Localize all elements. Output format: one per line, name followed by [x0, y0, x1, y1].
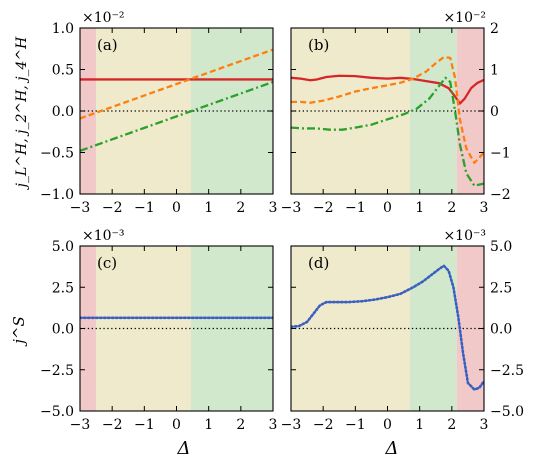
series-red-line	[291, 74, 484, 105]
x-tick-label: −1	[134, 417, 155, 433]
y-axis-label-bottom-text: j^S	[10, 316, 28, 347]
y-tick-label: 2.5	[52, 280, 74, 296]
x-tick-label: 1	[204, 417, 213, 433]
y-axis-label-top: j_L^H, j_2^H, j_4^H	[14, 36, 30, 191]
y-tick-label: 0.0	[490, 322, 512, 338]
x-tick-label: −3	[281, 417, 302, 433]
panel-a: −3 −2 −1 0 1 2 3 −1.0 −0.5 0.0 0.5 1.0 ×10⁻² (a)	[40, 10, 277, 216]
panel-label: (a)	[97, 36, 118, 54]
x-tick-label: 2	[236, 200, 245, 216]
x-tick-label: 3	[269, 200, 278, 216]
y-tick-label: −5.0	[40, 404, 74, 420]
x-tick-label: 1	[204, 200, 213, 216]
panel-label: (d)	[308, 254, 329, 272]
series-orange-line	[80, 48, 273, 120]
scale-factor-label: ×10⁻²	[82, 10, 125, 26]
y-tick-label: 5.0	[490, 239, 512, 255]
y-tick-label: 1.0	[52, 21, 74, 37]
y-tick-label: −1	[490, 146, 511, 162]
panel-label: (b)	[308, 36, 329, 54]
x-tick-label: −3	[70, 200, 91, 216]
x-tick-label: −3	[70, 417, 91, 433]
x-tick-label: −1	[345, 417, 366, 433]
scale-factor-label: ×10⁻³	[443, 228, 486, 244]
x-tick-label: 3	[480, 417, 489, 433]
y-tick-label: 1	[490, 63, 499, 79]
x-tick-label: 0	[383, 417, 392, 433]
x-tick-label: 0	[172, 417, 181, 433]
series-blue-line	[291, 264, 484, 391]
x-tick-label: −1	[134, 200, 155, 216]
x-tick-label: 3	[480, 200, 489, 216]
y-tick-label: −5.0	[490, 404, 524, 420]
x-tick-label: −3	[281, 200, 302, 216]
x-tick-label: −1	[345, 200, 366, 216]
scale-factor-label: ×10⁻²	[443, 10, 486, 26]
x-tick-label: 1	[415, 200, 424, 216]
band-green-2	[190, 28, 273, 194]
y-tick-label: 0.0	[52, 322, 74, 338]
x-tick-label: 2	[447, 200, 456, 216]
y-tick-label: 0	[490, 104, 499, 120]
x-tick-label: 2	[447, 417, 456, 433]
series-orange-line	[291, 55, 484, 165]
x-tick-label: −2	[313, 200, 334, 216]
y-tick-label: 2.5	[490, 280, 512, 296]
y-tick-label: −0.5	[40, 146, 74, 162]
x-tick-label: 0	[383, 200, 392, 216]
panel-label: (c)	[97, 254, 117, 272]
x-tick-label: 0	[172, 200, 181, 216]
y-axis-label-top-text: j_L^H, j_2^H, j_4^H	[14, 36, 30, 191]
x-tick-label: 2	[236, 417, 245, 433]
x-tick-label: −2	[102, 417, 123, 433]
y-tick-label: 0.0	[52, 104, 74, 120]
band-green-1	[410, 28, 457, 194]
scale-factor-label: ×10⁻³	[82, 228, 125, 244]
y-tick-label: 2	[490, 21, 499, 37]
y-axis-label-bottom: j^S	[10, 316, 28, 347]
series-green-line	[80, 80, 273, 152]
panel-d: −3 −2 −1 0 1 2 3−5.0 −2.5 0.0 2.5 5.0×10⁻³ (d)	[281, 228, 524, 433]
series-green-line	[291, 76, 484, 187]
y-tick-label: 5.0	[52, 239, 74, 255]
y-tick-label: 0.5	[52, 63, 74, 79]
x-tick-label: −2	[102, 200, 123, 216]
y-tick-label: −2.5	[490, 363, 524, 379]
y-tick-label: −2	[490, 187, 511, 203]
x-tick-label: 3	[269, 417, 278, 433]
x-axis-label-right: Δ	[385, 438, 399, 459]
band-green-2	[190, 246, 273, 411]
x-tick-label: −2	[313, 417, 334, 433]
y-tick-label: −1.0	[40, 187, 74, 203]
panel-c: −3 −2 −1 0 1 2 3 −5.0 −2.5 0.0 2.5 5.0 ×10⁻³ (c)	[40, 228, 277, 433]
x-tick-label: 1	[415, 417, 424, 433]
x-axis-label-left: Δ	[177, 438, 191, 459]
y-tick-label: −2.5	[40, 363, 74, 379]
